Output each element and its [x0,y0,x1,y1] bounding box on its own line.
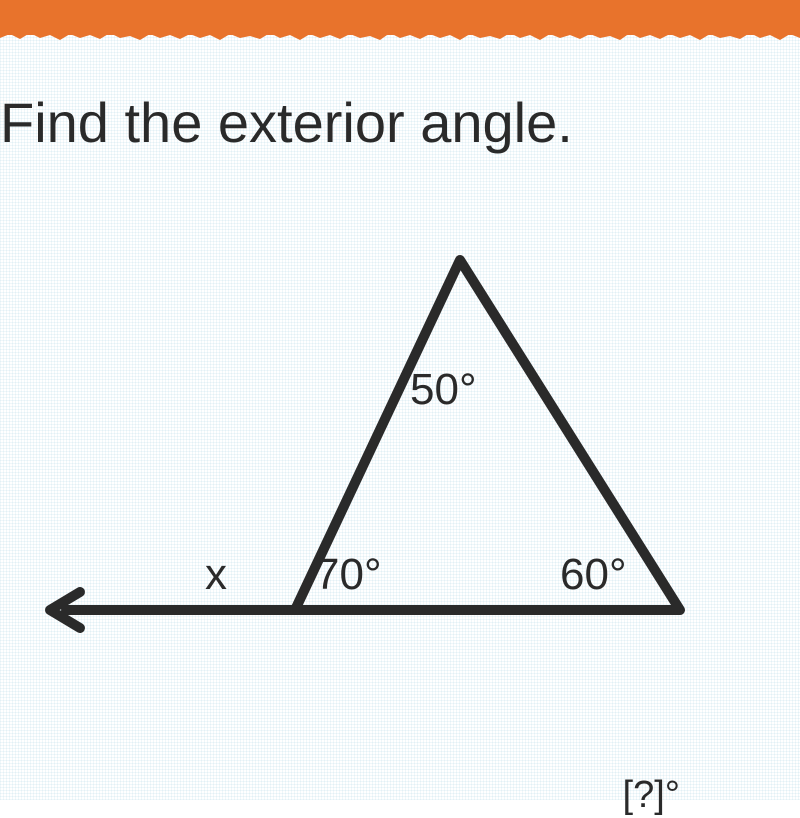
left-interior-angle-label: 70° [315,550,382,600]
apex-angle-label: 50° [410,365,477,415]
exterior-angle-label: x [205,550,227,600]
triangle-diagram: 50° 70° 60° x [30,230,730,650]
right-interior-angle-label: 60° [560,550,627,600]
torn-paper-edge [0,30,800,45]
partial-answer-text: [?]° [623,768,680,818]
question-prompt: Find the exterior angle. [0,90,573,155]
